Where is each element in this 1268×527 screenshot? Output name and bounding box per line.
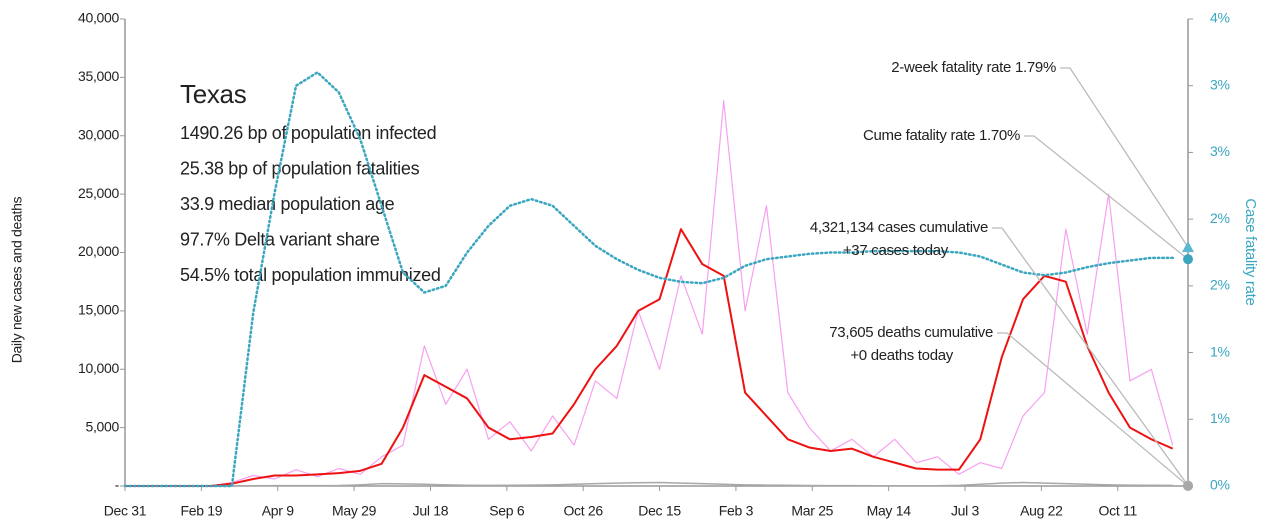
x-tick-label: Jul 3: [951, 503, 980, 519]
x-tick-label: May 29: [332, 503, 377, 519]
info-line: 1490.26 bp of population infected: [180, 123, 436, 143]
x-tick-label: Apr 9: [262, 503, 294, 519]
x-tick-label: Oct 26: [563, 503, 603, 519]
x-tick-label: Dec 31: [104, 503, 147, 519]
annotation-leader: [1024, 135, 1189, 260]
y2-axis-label: Case fatality rate: [1242, 198, 1259, 305]
annotation-text: 4,321,134 cases cumulative: [810, 219, 988, 236]
y-tick-label: 30,000: [78, 126, 120, 142]
y2-tick-label: 1%: [1210, 343, 1230, 359]
info-line: 25.38 bp of population fatalities: [180, 158, 420, 178]
annotation-text: 73,605 deaths cumulative: [829, 324, 993, 341]
x-tick-label: Dec 15: [638, 503, 681, 519]
annotation-marker: [1183, 254, 1193, 265]
annotation-marker: [1182, 241, 1194, 253]
x-tick-label: Aug 22: [1020, 503, 1063, 519]
annotation-text: +0 deaths today: [850, 347, 953, 364]
annotation-leader: [997, 332, 1189, 487]
y-axis-label: Daily new cases and deaths: [9, 196, 25, 363]
chart-title: Texas: [180, 79, 247, 109]
info-line: 54.5% total population immunized: [180, 265, 441, 285]
y-tick-label: 40,000: [78, 10, 120, 26]
y2-tick-label: 2%: [1210, 277, 1230, 293]
x-tick-label: Jul 18: [413, 503, 449, 519]
series-line: [125, 100, 1174, 487]
y-tick-label: 15,000: [78, 302, 120, 318]
x-tick-label: Sep 6: [489, 503, 525, 519]
series-line: [125, 228, 1174, 487]
annotation-text: Cume fatality rate 1.70%: [863, 127, 1020, 144]
annotation-text: 2-week fatality rate 1.79%: [891, 59, 1056, 76]
y-tick-label: 20,000: [78, 243, 120, 259]
annotation-leader: [1060, 67, 1189, 248]
y-tick-label: 35,000: [78, 68, 120, 84]
info-line: 97.7% Delta variant share: [180, 229, 380, 249]
annotation-text: +37 cases today: [843, 242, 949, 259]
y2-tick-label: 2%: [1210, 210, 1230, 226]
x-tick-label: Feb 3: [719, 503, 754, 519]
x-tick-label: Feb 19: [180, 503, 222, 519]
annotation-leader: [992, 227, 1189, 486]
x-tick-label: Mar 25: [791, 503, 833, 519]
annotation-marker: [1183, 481, 1193, 491]
series-line: [123, 71, 1174, 488]
y2-tick-label: 0%: [1210, 477, 1230, 493]
y-tick-label: 10,000: [78, 360, 120, 376]
y2-tick-label: 4%: [1210, 10, 1230, 26]
x-tick-label: May 14: [867, 503, 912, 519]
series-line: [125, 481, 1173, 487]
info-line: 33.9 median population age: [180, 194, 395, 214]
x-tick-label: Oct 11: [1099, 503, 1138, 519]
y2-tick-label: 3%: [1210, 143, 1230, 159]
y2-tick-label: 3%: [1210, 76, 1230, 92]
y2-tick-label: 1%: [1210, 410, 1230, 426]
y-tick-label: 25,000: [78, 185, 120, 201]
y-tick-label: 5,000: [85, 418, 119, 434]
y-tick-label: -: [115, 477, 120, 493]
